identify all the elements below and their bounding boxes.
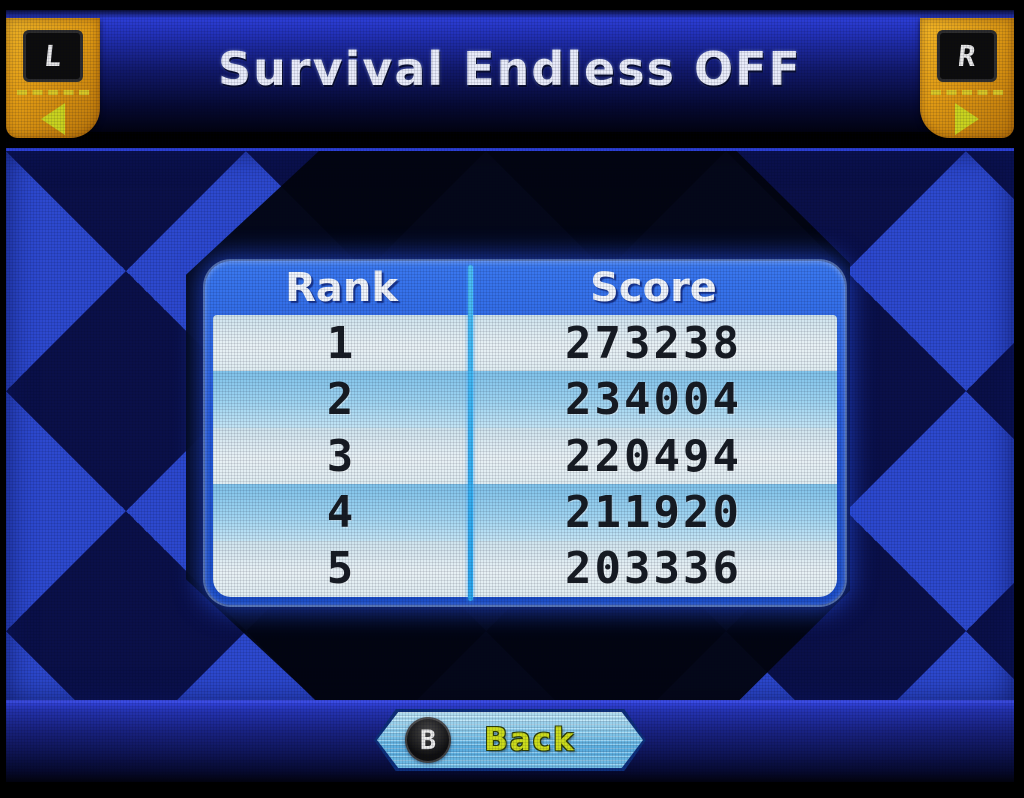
score-cell: 220494 bbox=[565, 430, 742, 482]
r-button-label: R bbox=[956, 39, 978, 73]
shoulder-right-tab[interactable]: R bbox=[920, 18, 1014, 138]
table-row: 1 273238 bbox=[213, 315, 837, 372]
table-row: 2 234004 bbox=[213, 371, 837, 428]
rank-cell: 1 bbox=[326, 317, 357, 369]
background-pattern: Rank Score 1 273238 2 234004 3 220494 4 … bbox=[6, 148, 1014, 705]
l-button-icon: L bbox=[23, 30, 83, 82]
column-divider bbox=[468, 265, 473, 601]
score-cell: 211920 bbox=[565, 486, 742, 538]
b-button-glyph: B bbox=[419, 724, 437, 756]
score-cell: 273238 bbox=[565, 317, 742, 369]
rank-cell: 4 bbox=[326, 486, 357, 538]
rank-cell: 5 bbox=[326, 543, 357, 595]
back-label: Back bbox=[484, 722, 576, 758]
leaderboard-panel: Rank Score 1 273238 2 234004 3 220494 4 … bbox=[205, 261, 845, 605]
column-header-score: Score bbox=[590, 265, 717, 311]
left-arrow-icon bbox=[41, 103, 65, 135]
table-row: 4 211920 bbox=[213, 484, 837, 541]
rank-cell: 2 bbox=[326, 374, 357, 426]
bottom-bar: B Back bbox=[6, 700, 1014, 782]
back-button-face: B Back bbox=[377, 712, 643, 768]
table-body: 1 273238 2 234004 3 220494 4 211920 5 20… bbox=[213, 315, 837, 597]
score-cell: 203336 bbox=[565, 543, 742, 595]
score-cell: 234004 bbox=[565, 374, 742, 426]
dashed-divider bbox=[17, 90, 89, 95]
game-screen: Survival Endless OFF L R Rank Score bbox=[6, 10, 1014, 782]
shoulder-left-tab[interactable]: L bbox=[6, 18, 100, 138]
b-button-icon: B bbox=[405, 717, 451, 763]
right-arrow-icon bbox=[955, 103, 979, 135]
page-title: Survival Endless OFF bbox=[218, 42, 802, 96]
r-button-icon: R bbox=[937, 30, 997, 82]
table-header: Rank Score bbox=[213, 261, 837, 315]
dashed-divider bbox=[931, 90, 1003, 95]
table-row: 5 203336 bbox=[213, 540, 837, 597]
rank-cell: 3 bbox=[326, 430, 357, 482]
header-bar: Survival Endless OFF bbox=[6, 10, 1014, 132]
column-header-rank: Rank bbox=[285, 265, 398, 311]
back-button[interactable]: B Back bbox=[374, 709, 646, 771]
table-row: 3 220494 bbox=[213, 427, 837, 485]
l-button-label: L bbox=[42, 39, 64, 73]
